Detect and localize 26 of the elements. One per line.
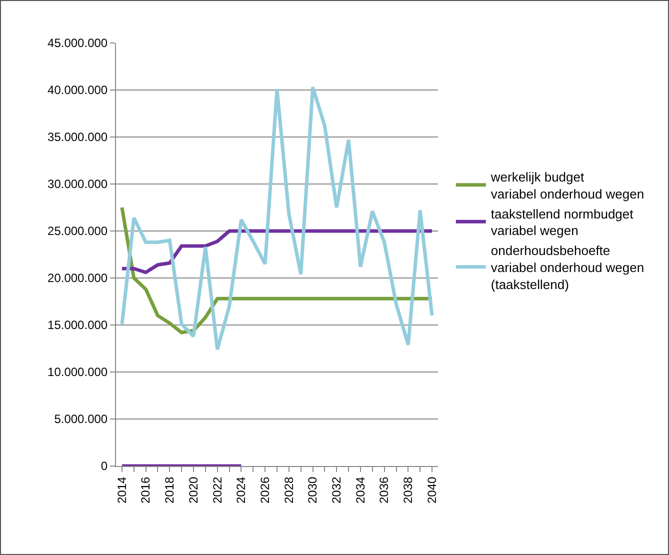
line-series — [120, 85, 434, 352]
x-tick-label: 2020 — [186, 476, 200, 504]
x-tick-label: 2034 — [353, 476, 368, 504]
y-tick-label: 35.000.000 — [48, 130, 108, 144]
x-tick-label: 2028 — [282, 476, 296, 504]
y-tick-label: 40.000.000 — [48, 83, 108, 98]
x-tick-label: 2030 — [306, 476, 320, 504]
x-tick-label: 2032 — [330, 476, 344, 504]
y-tick-label: 20.000.000 — [48, 271, 108, 286]
y-tick-label: 45.000.000 — [48, 36, 108, 50]
y-tick-label: 25.000.000 — [48, 224, 108, 238]
y-tick-label: 10.000.000 — [48, 365, 108, 380]
x-tick-label: 2026 — [258, 476, 272, 504]
legend-label: onderhoudsbehoefte variabel onderhoud wegen (taakstellend) — [490, 243, 644, 292]
x-tick-label: 2018 — [162, 476, 177, 504]
x-tick-label: 2014 — [114, 476, 129, 504]
x-tick-label: 2022 — [210, 476, 224, 504]
y-tick-label: 0 — [100, 459, 108, 474]
x-tick-label: 2024 — [234, 476, 248, 504]
x-tick-label: 2036 — [377, 476, 392, 504]
x-tick-label: 2038 — [401, 476, 416, 504]
x-tick-label: 2040 — [424, 476, 439, 504]
y-tick-label: 5.000.000 — [54, 412, 108, 426]
y-tick-label: 30.000.000 — [48, 177, 108, 192]
x-tick-label: 2016 — [138, 476, 153, 504]
y-tick-label: 15.000.000 — [48, 318, 108, 332]
